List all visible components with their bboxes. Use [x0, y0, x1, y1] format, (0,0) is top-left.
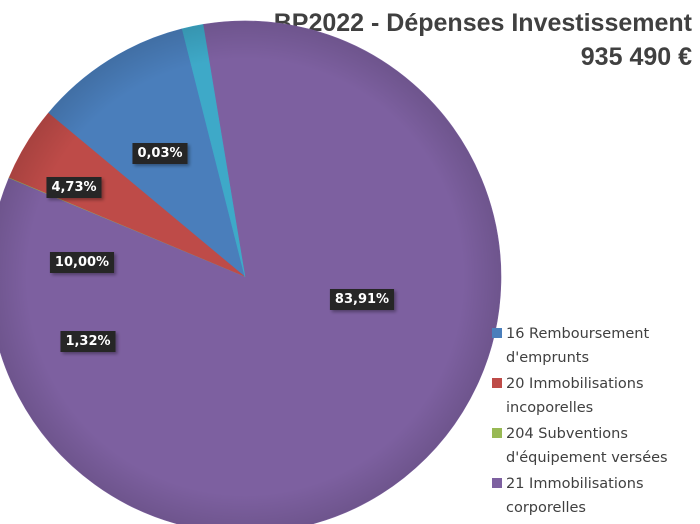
chart-subtitle: 935 490 € — [580, 43, 692, 71]
data-label: 0,03% — [132, 143, 188, 164]
data-label-text: 10,00% — [55, 255, 109, 270]
legend-label: d'emprunts — [506, 350, 590, 366]
data-label-text: 0,03% — [137, 146, 182, 161]
data-label-text: 1,32% — [65, 334, 110, 349]
data-label-text: 83,91% — [335, 292, 389, 307]
legend-label: 21 Immobilisations — [506, 476, 644, 492]
data-label: 10,00% — [49, 252, 115, 273]
legend-swatch — [492, 328, 502, 338]
legend-swatch — [492, 478, 502, 488]
legend-item: 20 Immobilisations incoporelles — [492, 372, 697, 422]
legend-item: 204 Subventions d'équipement versées — [492, 422, 697, 472]
legend-label: incoporelles — [506, 400, 594, 416]
legend: 16 Remboursement d'emprunts 20 Immobilisat… — [492, 322, 697, 522]
data-label: 1,32% — [60, 331, 116, 352]
legend-item: 16 Remboursement d'emprunts — [492, 322, 697, 372]
data-label: 83,91% — [329, 289, 395, 310]
legend-label: d'équipement versées — [506, 450, 668, 466]
data-label: 4,73% — [46, 177, 102, 198]
legend-label: corporelles — [506, 500, 586, 516]
legend-swatch — [492, 378, 502, 388]
legend-label: 204 Subventions — [506, 426, 628, 442]
legend-item: 21 Immobilisations corporelles — [492, 472, 697, 522]
data-label-text: 4,73% — [51, 180, 96, 195]
legend-label: 16 Remboursement — [506, 326, 650, 342]
legend-swatch — [492, 428, 502, 438]
legend-label: 20 Immobilisations — [506, 376, 644, 392]
